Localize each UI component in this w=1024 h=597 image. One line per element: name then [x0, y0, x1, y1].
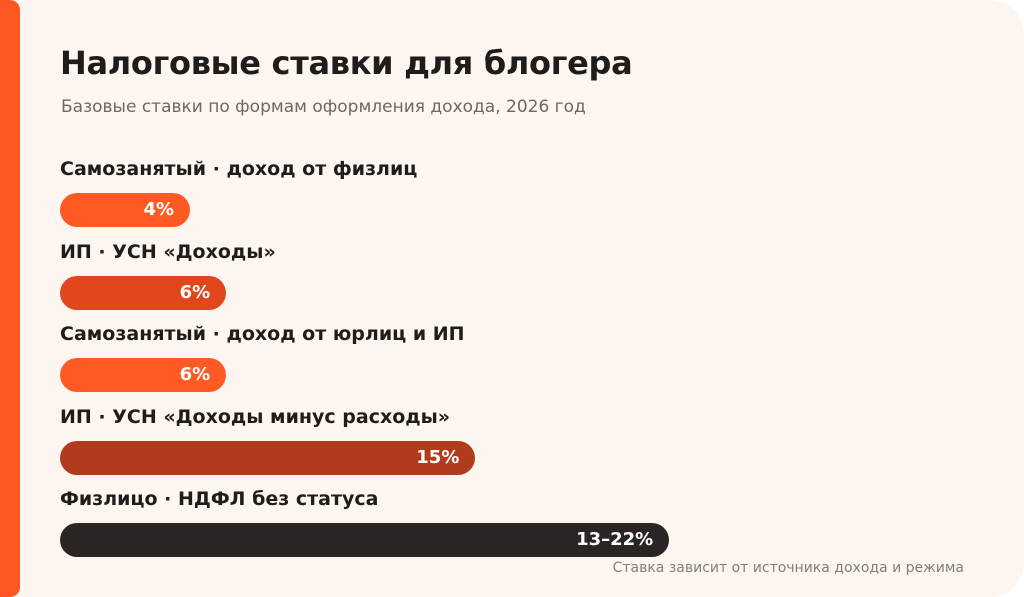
category-label: Самозанятый · доход от юрлиц и ИП — [60, 323, 465, 345]
bar — [60, 440, 476, 475]
chart-title: Налоговые ставки для блогера — [60, 44, 633, 82]
bar — [60, 358, 227, 392]
bar-value-label: 6% — [179, 281, 211, 303]
accent-bar — [0, 0, 20, 597]
category-label: Физлицо · НДФЛ без статуса — [60, 488, 379, 510]
bar-value-label: 15% — [416, 446, 460, 468]
bar — [60, 275, 227, 310]
category-label: Самозанятый · доход от физлиц — [60, 158, 418, 180]
category-label: ИП · УСН «Доходы» — [60, 240, 276, 263]
bar-value-label: 6% — [179, 364, 211, 385]
bar-value-label: 13–22% — [576, 529, 654, 550]
bar-value-label: 4% — [143, 199, 174, 220]
bar — [60, 193, 190, 227]
category-label: ИП · УСН «Доходы минус расходы» — [60, 405, 451, 428]
chart-footnote: Ставка зависит от источника дохода и реж… — [612, 560, 964, 576]
chart-subtitle: Базовые ставки по формам оформления дохо… — [61, 97, 586, 117]
bar — [60, 523, 670, 557]
